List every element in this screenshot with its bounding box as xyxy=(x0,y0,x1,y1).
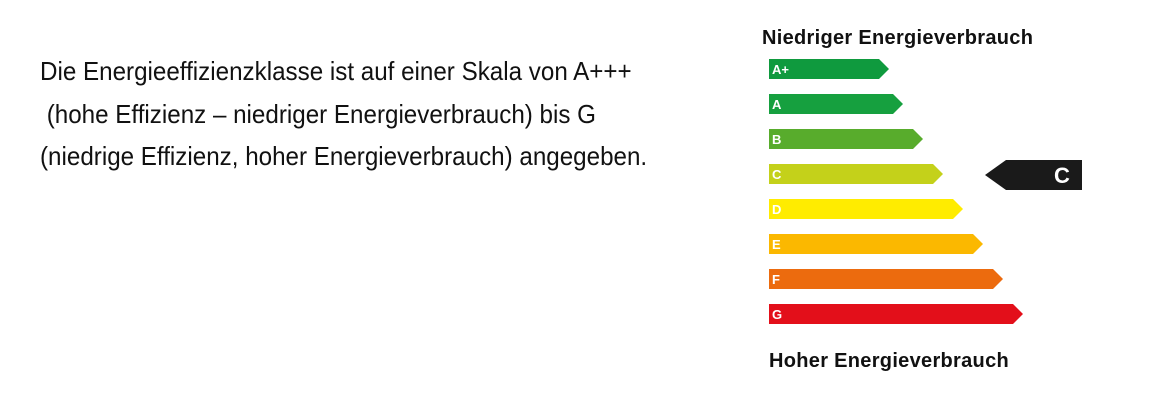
description-line-1: Die Energieeffizienzklasse ist auf einer… xyxy=(40,56,632,86)
high-consumption-caption: Hoher Energieverbrauch xyxy=(769,350,1010,372)
energy-class-label: A+ xyxy=(772,62,789,77)
energy-class-label: B xyxy=(772,132,781,147)
energy-class-bar-b xyxy=(769,129,923,149)
energy-class-label: E xyxy=(772,237,781,252)
energy-class-bar-a xyxy=(769,94,903,114)
energy-class-bar-e xyxy=(769,234,983,254)
current-class-indicator xyxy=(985,160,1082,190)
energy-class-label: D xyxy=(772,202,781,217)
energy-class-bar-d xyxy=(769,199,963,219)
energy-class-label: G xyxy=(772,307,782,322)
description-line-3: (niedrige Effizienz, hoher Energieverbra… xyxy=(40,141,648,171)
description-line-2: (hohe Effizienz – niedriger Energieverbr… xyxy=(40,98,596,129)
energy-class-bar-c xyxy=(769,164,943,184)
energy-class-label: C xyxy=(772,167,782,182)
energy-class-bar-f xyxy=(769,269,1003,289)
energy-class-bar-g xyxy=(769,304,1023,324)
energy-class-label: A xyxy=(772,97,782,112)
energy-class-label: F xyxy=(772,272,780,287)
low-consumption-caption: Niedriger Energieverbrauch xyxy=(762,27,1034,49)
energy-class-bar-aplus xyxy=(769,59,889,79)
current-class-label: C xyxy=(1054,163,1070,188)
description-paragraph: Die Energieeffizienzklasse ist auf einer… xyxy=(40,50,647,178)
